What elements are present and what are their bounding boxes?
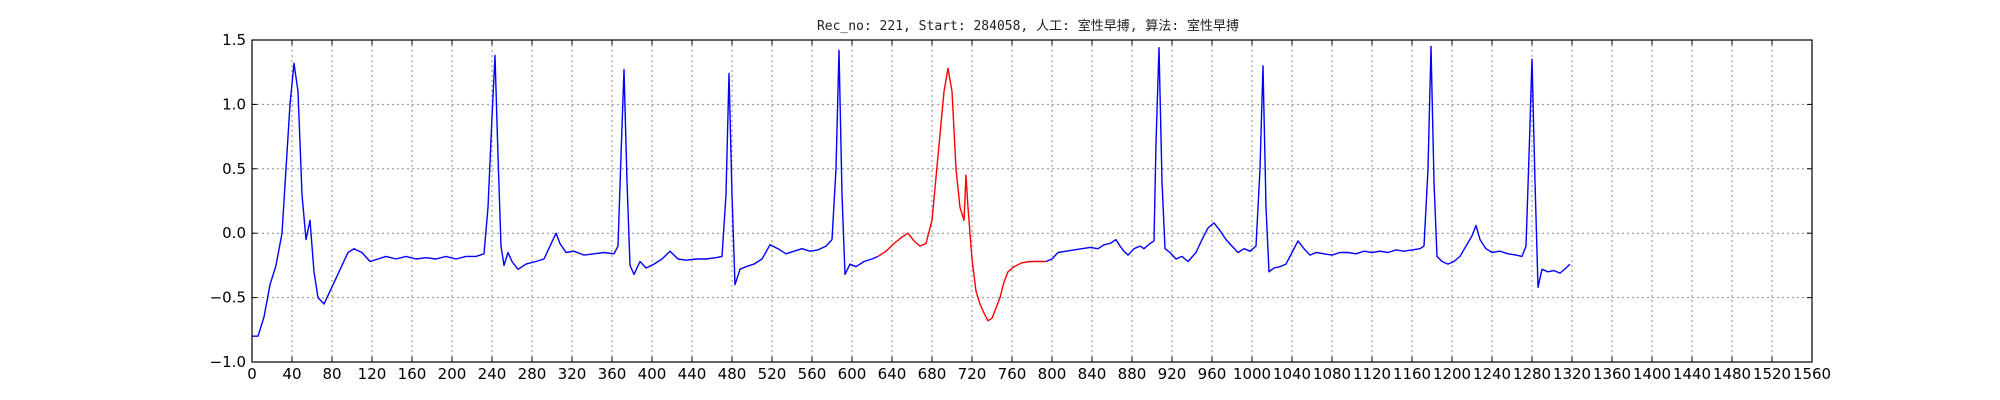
x-tick-label: 880 — [1118, 365, 1147, 383]
y-tick-label: 0.5 — [222, 160, 246, 178]
x-tick-label: 1080 — [1313, 365, 1351, 383]
x-tick-label: 240 — [478, 365, 507, 383]
ecg-normal-segment-0 — [252, 49, 879, 337]
x-tick-label: 960 — [1198, 365, 1227, 383]
x-tick-label: 1200 — [1433, 365, 1471, 383]
axis-ticks — [251, 39, 1813, 363]
x-tick-label: 1320 — [1553, 365, 1591, 383]
x-tick-label: 1160 — [1393, 365, 1431, 383]
x-tick-label: 480 — [718, 365, 747, 383]
y-tick-label: 1.5 — [222, 31, 246, 49]
x-axis-tick-labels: 0 40 80 120 160 200 240 280 320 360 400 440 480 520 56… — [247, 365, 1831, 383]
x-tick-label: 1400 — [1633, 365, 1671, 383]
y-tick-label: 1.0 — [222, 95, 246, 113]
x-tick-label: 1480 — [1713, 365, 1751, 383]
chart-title: Rec_no: 221, Start: 284058, 人工: 室性早搏, 算法… — [817, 18, 1239, 34]
x-tick-label: 400 — [638, 365, 667, 383]
x-tick-label: 1000 — [1233, 365, 1271, 383]
x-tick-label: 720 — [958, 365, 987, 383]
x-tick-label: 920 — [1158, 365, 1187, 383]
x-tick-label: 1280 — [1513, 365, 1551, 383]
x-tick-label: 800 — [1038, 365, 1067, 383]
x-tick-label: 1440 — [1673, 365, 1711, 383]
y-tick-label: −0.5 — [210, 289, 246, 307]
x-tick-label: 640 — [878, 365, 907, 383]
ecg-normal-segment-1 — [1045, 45, 1571, 288]
x-tick-label: 1520 — [1753, 365, 1791, 383]
x-tick-label: 40 — [282, 365, 301, 383]
x-tick-label: 280 — [518, 365, 547, 383]
ecg-pvc-segment-0 — [877, 67, 1046, 322]
x-tick-label: 1240 — [1473, 365, 1511, 383]
x-tick-label: 120 — [358, 365, 387, 383]
x-tick-label: 1360 — [1593, 365, 1631, 383]
y-axis-tick-labels: −1.0 −0.5 0.0 0.5 1.0 1.5 — [210, 31, 246, 371]
x-tick-label: 320 — [558, 365, 587, 383]
x-tick-label: 1040 — [1273, 365, 1311, 383]
grid-lines — [252, 40, 1812, 362]
y-tick-label: −1.0 — [210, 353, 246, 371]
series-layer — [252, 45, 1571, 337]
plot-area-frame — [251, 39, 1813, 363]
y-tick-label: 0.0 — [222, 224, 246, 242]
x-tick-label: 560 — [798, 365, 827, 383]
x-tick-label: 160 — [398, 365, 427, 383]
x-tick-label: 680 — [918, 365, 947, 383]
x-tick-label: 520 — [758, 365, 787, 383]
x-tick-label: 1560 — [1793, 365, 1831, 383]
x-tick-label: 440 — [678, 365, 707, 383]
x-tick-label: 0 — [247, 365, 257, 383]
x-tick-label: 200 — [438, 365, 467, 383]
x-tick-label: 360 — [598, 365, 627, 383]
x-tick-label: 600 — [838, 365, 867, 383]
x-tick-label: 840 — [1078, 365, 1107, 383]
x-tick-label: 1120 — [1353, 365, 1391, 383]
x-tick-label: 80 — [322, 365, 341, 383]
x-tick-label: 760 — [998, 365, 1027, 383]
